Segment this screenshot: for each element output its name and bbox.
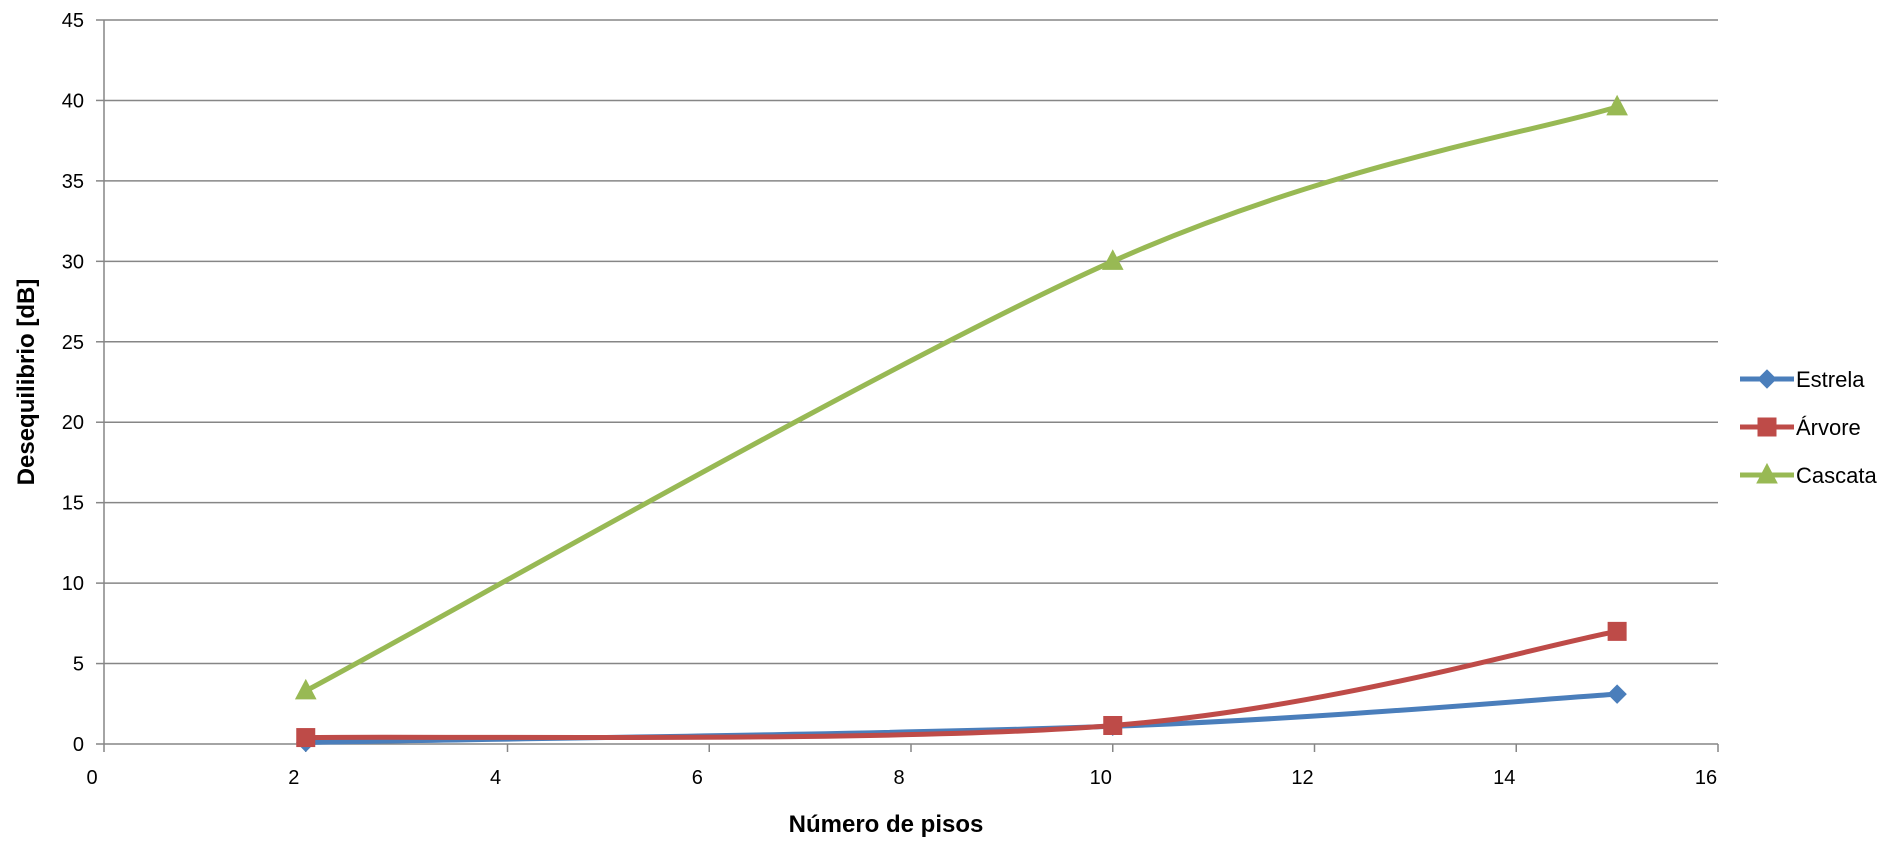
y-axis-title: Desequilibrio [dB]: [13, 279, 40, 486]
x-tick-label: 6: [692, 767, 703, 789]
series-2: [296, 621, 1627, 748]
legend-marker: [1757, 369, 1777, 389]
data-point: [1101, 249, 1124, 270]
legend-item: Árvore: [1740, 415, 1861, 440]
y-tick-label: 35: [62, 171, 84, 193]
legend-label: Estrela: [1796, 367, 1865, 392]
data-point: [1607, 684, 1627, 704]
gridlines: [104, 19, 1718, 665]
series-line: [303, 104, 1620, 694]
y-tick-label: 5: [73, 654, 84, 676]
axes: [96, 19, 1719, 752]
y-tick-label: 45: [62, 10, 84, 32]
series-group: [294, 94, 1628, 753]
legend-marker: [1756, 462, 1778, 484]
y-tick-label: 0: [73, 734, 84, 756]
x-tick-label: 14: [1493, 767, 1515, 789]
y-tick-label: 15: [62, 493, 84, 515]
legend-item: Cascata: [1740, 462, 1877, 488]
data-point: [1607, 621, 1627, 641]
legend-item: Estrela: [1740, 367, 1865, 392]
series-line: [303, 628, 1620, 741]
x-tick-label: 16: [1695, 767, 1717, 789]
data-point: [1606, 94, 1628, 116]
x-tick-label: 8: [893, 767, 904, 789]
legend-label: Cascata: [1796, 463, 1877, 488]
x-tick-label: 4: [490, 767, 501, 789]
x-axis-title: Número de pisos: [789, 811, 984, 838]
data-point: [294, 678, 317, 700]
y-tick-label: 25: [62, 332, 84, 354]
series-3: [294, 94, 1628, 700]
y-tick-label: 10: [62, 573, 84, 595]
x-tick-labels: 0 2 4 6 8 10 12 14 16: [86, 767, 1717, 789]
x-tick-label: 0: [86, 767, 97, 789]
x-tick-label: 10: [1090, 767, 1112, 789]
legend: Estrela Árvore Cascata: [1740, 367, 1877, 488]
y-tick-labels: 0 5 10 15 20 25 30 35 40 45: [62, 10, 84, 756]
series-1: [296, 684, 1627, 753]
y-tick-label: 40: [62, 90, 84, 112]
legend-label: Árvore: [1796, 415, 1861, 440]
legend-marker: [1757, 417, 1777, 437]
y-tick-label: 20: [62, 412, 84, 434]
x-tick-label: 2: [288, 767, 299, 789]
x-tick-label: 12: [1291, 767, 1313, 789]
y-tick-label: 30: [62, 251, 84, 273]
data-point: [1103, 715, 1123, 735]
data-point: [296, 728, 316, 748]
